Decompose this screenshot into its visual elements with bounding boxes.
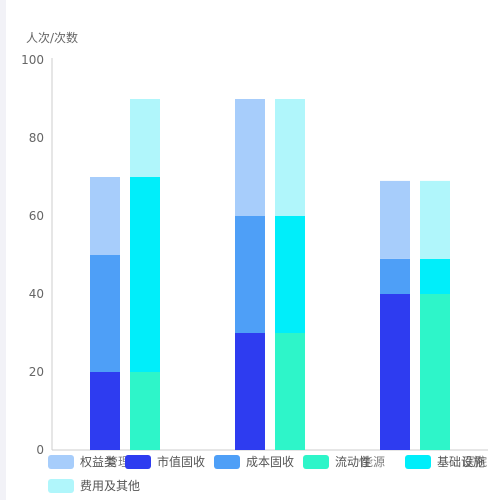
legend-label[interactable]: 成本固收 (246, 455, 294, 469)
bar-right-cat2-seg2[interactable] (275, 216, 305, 333)
bar-right-cat2-seg3[interactable] (275, 99, 305, 216)
bar-left-cat1-seg3[interactable] (90, 177, 120, 255)
bar-left-cat1-seg2[interactable] (90, 255, 120, 372)
legend-swatch[interactable] (405, 455, 431, 469)
y-tick-label: 20 (29, 365, 44, 379)
legend-swatch[interactable] (303, 455, 329, 469)
legend-swatch[interactable] (125, 455, 151, 469)
bar-right-cat3-seg3[interactable] (420, 180, 450, 259)
y-axis-title: 人次/次数 (26, 30, 78, 45)
legend-swatch[interactable] (48, 479, 74, 493)
y-tick-label: 0 (36, 443, 44, 457)
legend-label[interactable]: 市值固收 (157, 454, 205, 469)
y-tick-label: 60 (29, 209, 44, 223)
legend-label[interactable]: 流动性 (335, 455, 371, 469)
legend-label[interactable]: 基础设施 (437, 455, 485, 469)
legend-label[interactable]: 权益类 (80, 455, 116, 469)
legend-swatch[interactable] (214, 455, 240, 469)
y-tick-label: 80 (29, 131, 44, 145)
bar-right-cat1-seg1[interactable] (130, 372, 160, 450)
bar-left-cat1-seg1[interactable] (90, 372, 120, 450)
legend-label[interactable]: 费用及其他 (80, 479, 140, 493)
bar-right-cat3-seg1[interactable] (420, 294, 450, 450)
bar-left-cat2-seg2[interactable] (235, 216, 265, 333)
bar-right-cat2-seg1[interactable] (275, 333, 305, 450)
left-border-strip (0, 0, 6, 500)
bar-left-cat3-seg1[interactable] (380, 294, 410, 450)
bar-right-cat1-seg3[interactable] (130, 99, 160, 177)
bar-left-cat3-seg2[interactable] (380, 258, 410, 294)
y-tick-label: 40 (29, 287, 44, 301)
legend-overlap-label: 能源 (361, 455, 385, 469)
legend-overlap-label: 医院 (463, 455, 487, 469)
bars-group (90, 99, 450, 450)
y-tick-label: 100 (21, 53, 44, 67)
legend-overlap-label: 管理 (106, 454, 130, 469)
bar-left-cat2-seg1[interactable] (235, 333, 265, 450)
bar-left-cat2-seg3[interactable] (235, 99, 265, 216)
bar-left-cat3-seg3[interactable] (380, 180, 410, 259)
bar-right-cat1-seg2[interactable] (130, 177, 160, 372)
legend-swatch[interactable] (48, 455, 74, 469)
bar-right-cat3-seg2[interactable] (420, 258, 450, 294)
y-axis-ticks: 0 20 40 60 80 100 (21, 53, 44, 457)
